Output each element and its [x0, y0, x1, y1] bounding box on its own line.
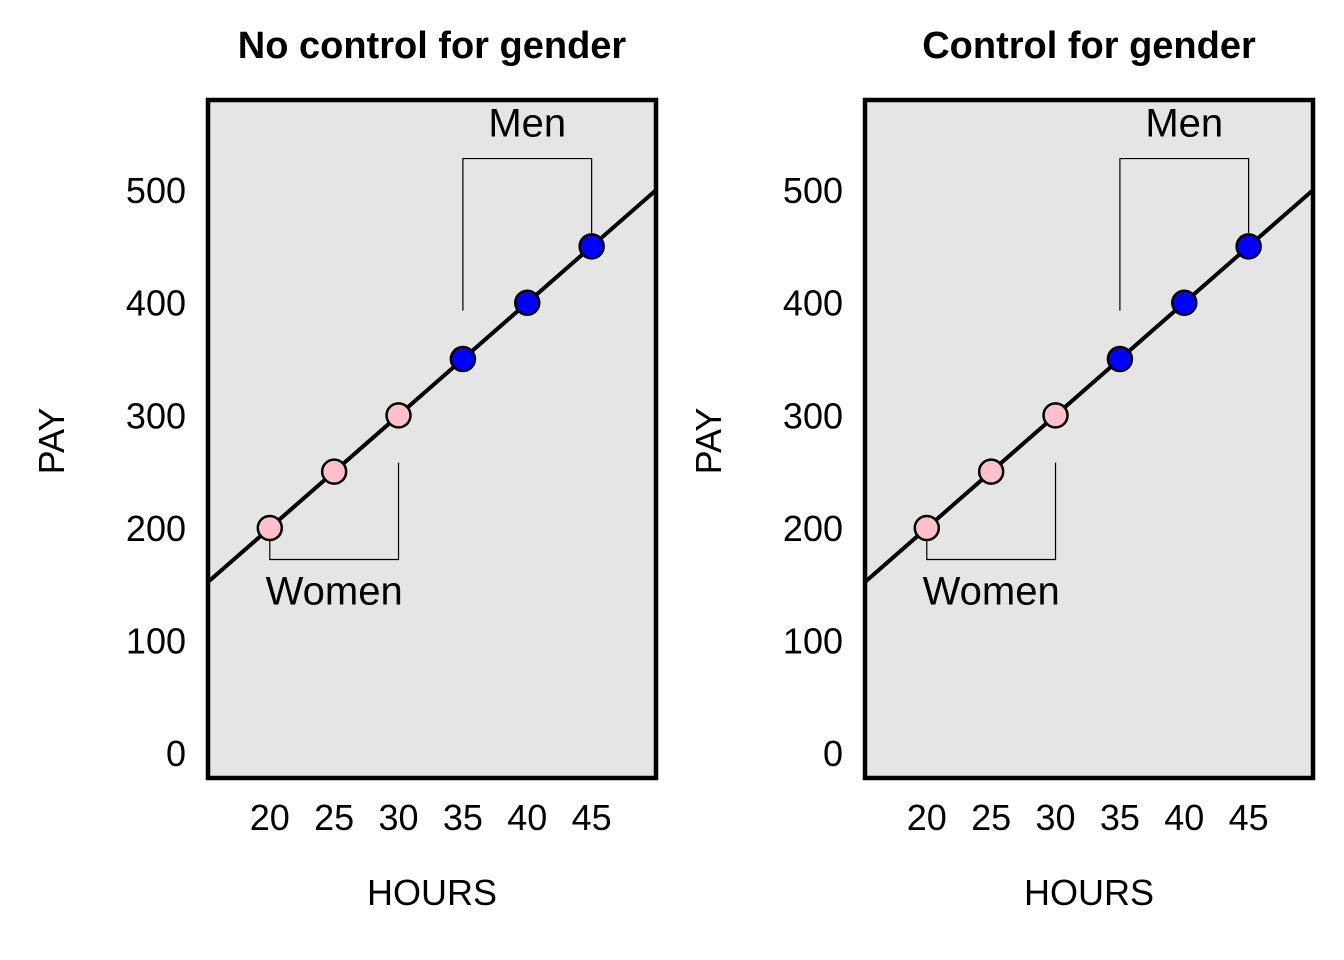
y-axis-label: PAY [31, 408, 72, 475]
x-tick-label: 30 [1036, 797, 1076, 838]
x-tick-label: 30 [379, 797, 419, 838]
chart-title: No control for gender [238, 25, 627, 67]
women-bracket [269, 462, 400, 561]
plot-background [208, 100, 656, 778]
y-tick-label: 300 [126, 395, 186, 436]
y-tick-label: 200 [783, 508, 843, 549]
data-point-men [1171, 289, 1198, 316]
x-tick-label: 45 [572, 797, 612, 838]
data-point-men [578, 233, 605, 260]
y-tick-label: 100 [783, 621, 843, 662]
x-tick-label: 40 [1164, 797, 1204, 838]
data-point-men [1235, 233, 1262, 260]
data-point-women [320, 458, 348, 485]
data-point-women [385, 402, 412, 429]
plot-frame [205, 97, 659, 781]
x-tick-label: 35 [443, 797, 483, 838]
x-tick-label: 40 [507, 797, 547, 838]
fit-line [208, 188, 656, 584]
women-annotation: Women [923, 570, 1060, 614]
x-axis-label: HOURS [367, 872, 497, 913]
y-tick-label: 500 [126, 170, 186, 211]
x-tick-label: 35 [1100, 797, 1140, 838]
data-point-women [913, 514, 941, 542]
data-point-women [977, 458, 1005, 485]
x-tick-label: 20 [907, 797, 947, 838]
y-tick-label: 300 [783, 395, 843, 436]
plot-frame [862, 97, 1316, 781]
y-tick-label: 400 [126, 283, 186, 324]
chart-title: Control for gender [922, 25, 1256, 67]
x-tick-label: 25 [314, 797, 354, 838]
chart-panel-2: Control for gender Women Men 0 100 200 300 400 5… [688, 25, 1316, 913]
fit-line [865, 188, 1313, 584]
y-tick-label: 400 [783, 283, 843, 324]
y-tick-label: 200 [126, 508, 186, 549]
data-point-men [449, 345, 477, 373]
plot-background [865, 100, 1313, 778]
y-tick-label: 100 [126, 621, 186, 662]
men-bracket [462, 157, 593, 311]
data-point-men [514, 289, 541, 316]
y-axis-label: PAY [688, 408, 729, 475]
data-point-women [1042, 402, 1069, 429]
y-tick-label: 0 [166, 733, 186, 774]
x-tick-label: 45 [1229, 797, 1269, 838]
men-annotation: Men [1145, 102, 1223, 146]
x-axis-label: HOURS [1024, 872, 1154, 913]
x-tick-label: 25 [971, 797, 1011, 838]
data-point-men [1106, 345, 1134, 373]
men-bracket [1119, 157, 1250, 311]
y-tick-label: 500 [783, 170, 843, 211]
men-annotation: Men [488, 102, 566, 146]
chart-panel-1: No control for gender Women Men 0 100 200 300 4… [31, 25, 659, 913]
x-tick-label: 20 [250, 797, 290, 838]
women-bracket [926, 462, 1057, 561]
data-point-women [256, 514, 284, 542]
women-annotation: Women [266, 570, 403, 614]
y-tick-label: 0 [823, 733, 843, 774]
